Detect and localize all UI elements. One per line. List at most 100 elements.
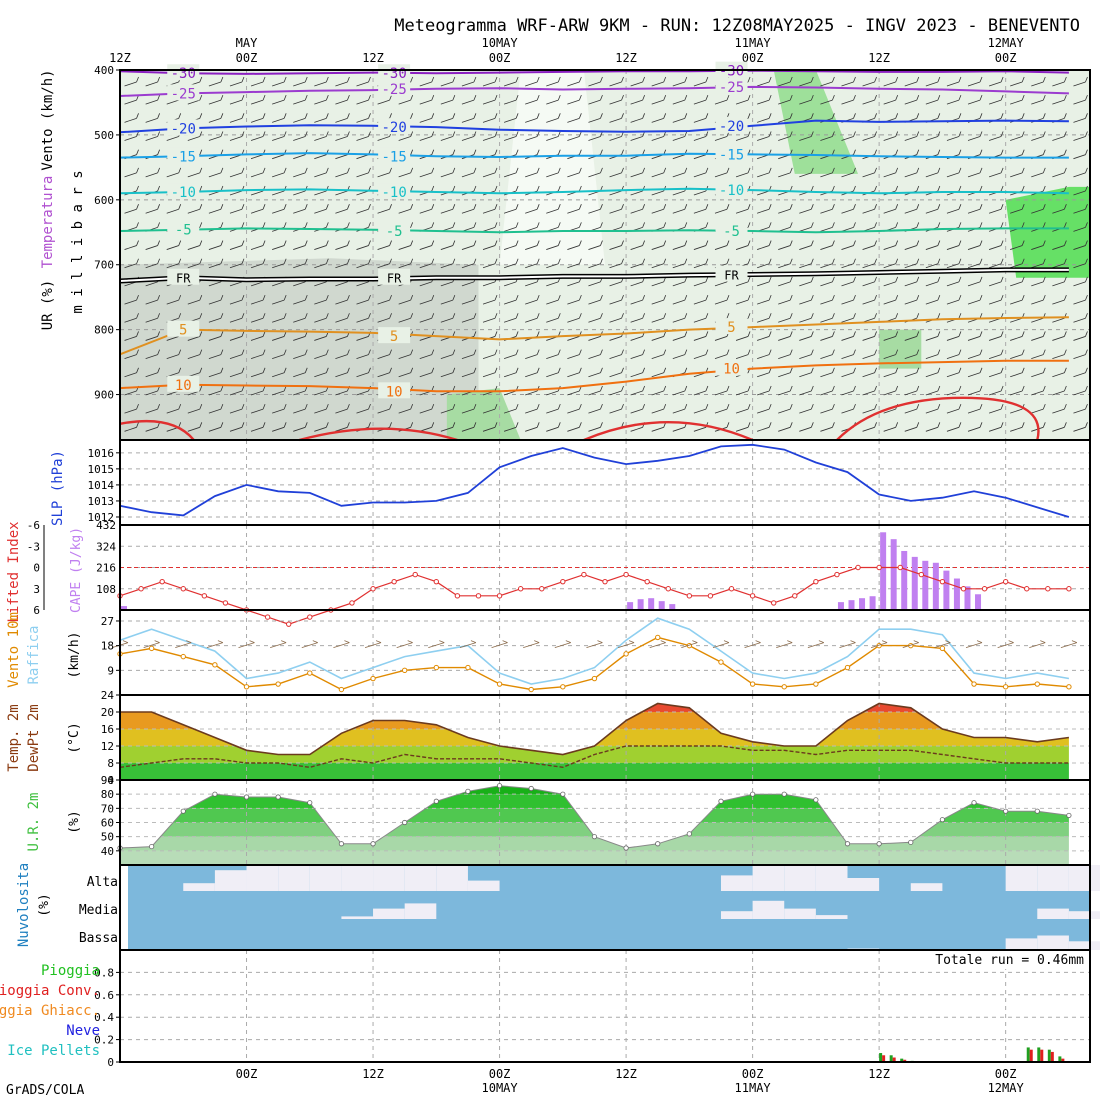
- wind-barb: [757, 385, 772, 396]
- axis-label-clouds: Nuvolosita: [16, 863, 32, 947]
- humidity-point: [971, 800, 977, 806]
- lifted-index-point: [560, 578, 566, 585]
- wind-barb: [356, 204, 371, 214]
- wind-barb: [503, 113, 519, 123]
- wind-barb: [693, 95, 709, 105]
- cape-bar: [121, 606, 127, 610]
- wind-barb: [250, 403, 266, 414]
- top-hour-label: 00Z: [995, 51, 1017, 65]
- wind-barb: [841, 367, 856, 378]
- axis-label-units: (%): [37, 893, 52, 916]
- wind-barb: [651, 313, 667, 323]
- isotherm-label: 5: [179, 323, 187, 339]
- humidity-point: [718, 798, 724, 804]
- wind-barb: [503, 313, 519, 323]
- y-tick-label: 18: [101, 640, 114, 653]
- wind-barb: [651, 95, 667, 105]
- wind-barb: [946, 204, 962, 214]
- humidity-shading: [1005, 186, 1090, 278]
- wind-barb: [546, 422, 561, 432]
- wind-barb: [693, 204, 709, 214]
- wind-barb: [630, 240, 646, 250]
- wind-barb: [841, 76, 856, 87]
- precip-bar-conv: [903, 1059, 907, 1062]
- wind-barb: [820, 204, 835, 214]
- wind-barb: [757, 131, 772, 141]
- wind-barb: [904, 240, 920, 250]
- wind-barb: [1073, 222, 1088, 232]
- wind-barb: [482, 204, 498, 214]
- wind-barb: [820, 76, 835, 87]
- wind-barb: [988, 95, 1004, 105]
- wind-barb: [208, 204, 224, 214]
- wind-barb: [925, 276, 941, 287]
- wind-barb: [630, 403, 646, 414]
- isotherm-label: FR: [176, 272, 191, 286]
- wind-barb: [820, 258, 835, 269]
- wind-barb: [609, 76, 624, 87]
- humidity-shading: [879, 329, 922, 369]
- cape-bar: [911, 556, 918, 610]
- wind-barb: [735, 403, 751, 414]
- wind-barb: [229, 349, 245, 359]
- wind-barb: [630, 167, 646, 178]
- wind-barb: [272, 403, 287, 414]
- isotherm-line: [119, 152, 1069, 159]
- isotherm-label-bg: [715, 359, 748, 376]
- wind-arrow: [681, 640, 698, 649]
- axis-label-units: (%): [67, 810, 82, 833]
- wind-barb: [1031, 403, 1046, 414]
- cape-bar: [901, 550, 908, 610]
- axis-label-temp: Temp. 2m: [6, 704, 22, 771]
- wind-barb: [503, 95, 519, 105]
- wind-barb: [272, 367, 287, 378]
- wind-barb: [862, 76, 877, 87]
- wind-barb: [988, 131, 1004, 141]
- wind-arrow: [206, 640, 224, 649]
- wind-barb: [693, 403, 709, 414]
- isotherm-label-bg: [167, 147, 200, 164]
- wind-barb: [1052, 294, 1067, 305]
- humidity-point: [212, 791, 218, 797]
- wind-barb: [546, 167, 561, 178]
- wind-barb: [778, 95, 793, 105]
- wind-barb: [187, 331, 203, 341]
- wind-barb: [672, 167, 688, 178]
- wind-point: [623, 651, 629, 657]
- isotherm-label-bg: [715, 145, 748, 162]
- hum-band: [120, 836, 1069, 851]
- humidity-point: [433, 798, 439, 804]
- wind-barb: [356, 76, 371, 87]
- wind-barb: [398, 240, 414, 250]
- wind-barb: [567, 422, 582, 432]
- cloud-block: [404, 903, 437, 919]
- wind-barb: [630, 385, 646, 396]
- wind-barb: [272, 204, 287, 214]
- wind-point: [844, 664, 851, 671]
- wind-barb: [925, 258, 941, 269]
- isotherm-label-bg: [167, 220, 200, 237]
- lifted-index-point: [1045, 586, 1051, 592]
- wind-barb: [250, 422, 266, 432]
- wind-barb: [335, 95, 350, 105]
- wind-barb: [757, 294, 772, 305]
- humidity-point: [338, 841, 345, 847]
- isotherm-label-bg: [715, 318, 748, 335]
- lifted-index-point: [770, 600, 777, 606]
- axis-label-cape: CAPE (J/kg): [69, 527, 84, 613]
- top-day-label: 10MAY: [482, 36, 519, 50]
- precip-legend-item: Ice Pellets: [7, 1043, 100, 1059]
- wind-point: [591, 675, 598, 682]
- y-tick-label: 40: [101, 845, 114, 858]
- wind-barb: [841, 131, 856, 141]
- precip-bar-rain: [879, 1053, 883, 1062]
- isotherm-line: [119, 187, 1069, 195]
- lifted-index-point: [918, 571, 925, 578]
- y-tick-label: 600: [94, 194, 114, 207]
- precip-bar-conv: [1040, 1049, 1044, 1062]
- wind-barb: [714, 95, 730, 105]
- wind-barb: [1031, 367, 1046, 378]
- wind-barb: [567, 258, 582, 269]
- wind-barb: [356, 240, 371, 250]
- wind-barb: [145, 240, 161, 250]
